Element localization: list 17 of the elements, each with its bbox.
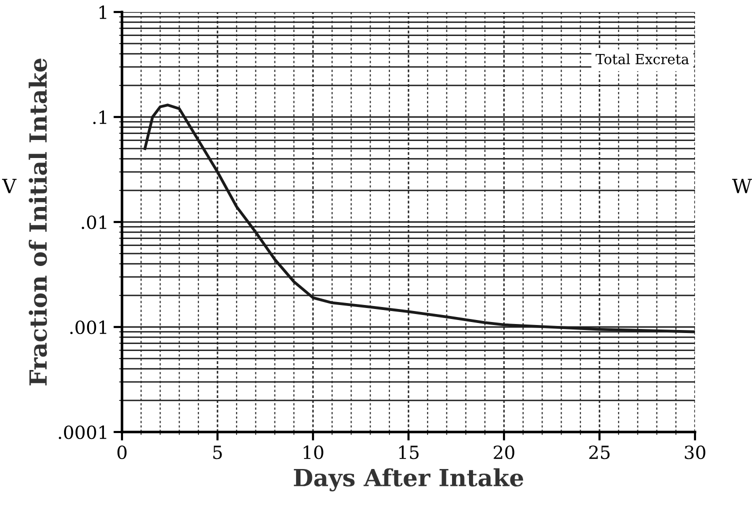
x-tick-label: 0: [117, 446, 127, 460]
y-tick-label: 1: [100, 5, 106, 19]
x-tick-label: 25: [589, 446, 610, 460]
y-tick-label: .0001: [58, 425, 106, 440]
text: V: [2, 178, 17, 194]
y-axis-title: Fraction of Initial Intake: [28, 58, 47, 386]
text: Total Excreta: [596, 54, 689, 64]
x-tick-label: 30: [684, 446, 706, 460]
x-tick-label: 5: [213, 446, 222, 460]
x-tick-label: 20: [494, 446, 514, 460]
y-tick-label: .1: [93, 110, 106, 124]
x-axis-title: Days After Intake: [294, 468, 524, 492]
x-tick-label: 15: [399, 446, 419, 460]
y-tick-label: .001: [70, 320, 106, 334]
x-tick-label: 10: [304, 446, 324, 460]
text: W: [732, 178, 752, 194]
y-tick-label: .01: [82, 215, 106, 230]
